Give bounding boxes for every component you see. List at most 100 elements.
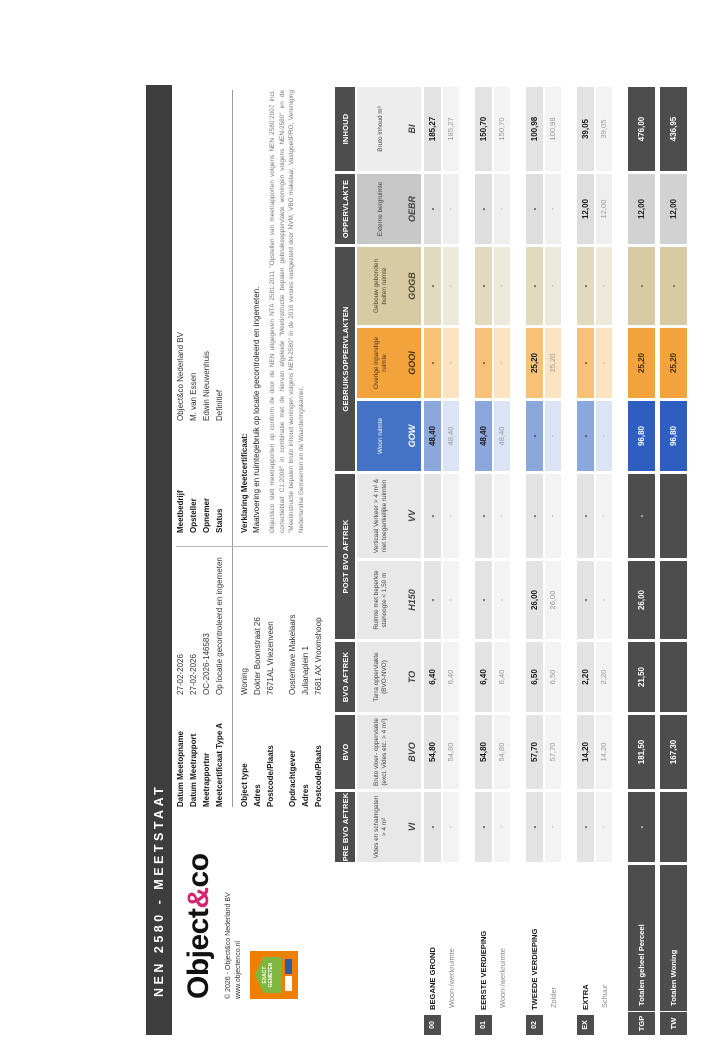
badge-partner-logos xyxy=(285,959,292,991)
col-desc-bi: Bruto inhoud m³ BI xyxy=(357,87,421,171)
space-name: Schuur xyxy=(599,984,609,1008)
certificate-statement-column: Verklaring Meetcertificaat: Maatvoering … xyxy=(240,90,306,533)
row-00-subtotal: 00 BEGANE GROND -54,80 6,40- -48,40- - -185,27 xyxy=(424,85,441,1035)
cell-02-gow: - xyxy=(526,401,543,471)
cell-00-det-vi: - xyxy=(443,792,459,862)
cell-02-det-oebr: - xyxy=(545,174,561,244)
cell-02-oebr: - xyxy=(526,174,543,244)
storey-code-badge: 01 xyxy=(475,1015,492,1035)
total-name: Totalen Woning xyxy=(669,949,678,1006)
company-meta-column: Meetbedrijf Object&co Nederland BV Opstel… xyxy=(176,332,228,533)
cell-00-vv: - xyxy=(424,474,441,558)
col-desc-text: Woon ruimte xyxy=(377,417,384,455)
col-group-gow: GEBRUIKSOPPERVLAKTEN xyxy=(335,247,355,471)
storey-name: BEGANE GROND xyxy=(428,947,437,1010)
cell-01-det-to: 6,40 xyxy=(494,642,510,712)
col-code: VI xyxy=(407,822,417,832)
row-label-spacer xyxy=(357,865,421,1035)
cell-TW-gogb: - xyxy=(660,247,687,325)
cell-01-gooi: - xyxy=(475,328,492,398)
field-label: Opnemer xyxy=(202,497,211,533)
field-label: Opsteller xyxy=(189,498,198,533)
cell-EX-det-vv: - xyxy=(596,474,612,558)
col-desc-text: Verticaal Verkeer > 4 m² & niet toeganke… xyxy=(373,478,388,554)
col-desc-text: Vides en schalmgaten > 4 m² xyxy=(373,795,388,859)
row-EX-detail: Schuur -14,20 2,20- - - - -12,00 39,05 xyxy=(596,85,612,1035)
col-desc-vi: Vides en schalmgaten > 4 m² VI xyxy=(357,792,421,862)
col-desc-text: Tarra oppervlakte (BVO-NVO) xyxy=(373,652,388,702)
cell-01-det-vv: - xyxy=(494,474,510,558)
col-code: VV xyxy=(407,510,417,523)
field-label: Meetrapportnr xyxy=(202,752,211,807)
row-02-subtotal: 02 TWEEDE VERDIEPING -57,70 6,50 26,00- -25,2… xyxy=(526,85,543,1035)
cell-00-gogb: - xyxy=(424,247,441,325)
cell-EX-det-bi: 39,05 xyxy=(596,87,612,171)
partner-logo-icon xyxy=(285,976,292,991)
cell-EX-det-to: 2,20 xyxy=(596,642,612,712)
cell-00-det-gooi: - xyxy=(443,328,459,398)
col-desc-text: Externe bergruimte xyxy=(377,181,384,237)
storey-name: TWEEDE VERDIEPING xyxy=(530,928,539,1010)
cell-02-vi: - xyxy=(526,792,543,862)
col-desc-gooi: Overige inpandige ruimte GOOI xyxy=(357,328,421,398)
col-desc-bvo: Bruto vloer- oppervlakte (excl. Vides et… xyxy=(357,715,421,789)
cell-EX-h150: - xyxy=(577,561,594,639)
cell-EX-det-gow: - xyxy=(596,401,612,471)
cell-01-vi: - xyxy=(475,792,492,862)
storey-code-badge: EX xyxy=(577,1015,594,1035)
cell-00-gow: 48,40 xyxy=(424,401,441,471)
cell-EX-gooi: - xyxy=(577,328,594,398)
col-desc-vv: Verticaal Verkeer > 4 m² & niet toeganke… xyxy=(357,474,421,558)
column-description-row: Vides en schalmgaten > 4 m² VI Bruto vloer… xyxy=(357,85,421,1035)
measurement-table: PRE BVO AFTREK BVO BVO AFTREK POST BVO AFTR… xyxy=(335,85,692,1035)
field-label: Adres xyxy=(253,784,262,807)
cell-00-det-gogb: - xyxy=(443,247,459,325)
cell-00-det-bi: 185,27 xyxy=(443,87,459,171)
total-label-TGP: TGP Totalen geheel Perceel xyxy=(628,865,655,1035)
cell-02-to: 6,50 xyxy=(526,642,543,712)
column-divider xyxy=(176,546,328,547)
row-00-detail: Woon-/werkruimte -54,80 6,40- -48,40- - -185,… xyxy=(443,85,459,1035)
badge-text: GEMETEN xyxy=(267,962,274,988)
field-value: Oosterhave Makelaars xyxy=(288,614,297,695)
cell-EX-det-gogb: - xyxy=(596,247,612,325)
cell-02-det-to: 6,50 xyxy=(545,642,561,712)
cell-TGP-oebr: 12,00 xyxy=(628,174,655,244)
field-label: Adres xyxy=(301,784,310,807)
objectco-logo: Object&co xyxy=(182,853,216,999)
cell-01-det-gogb: - xyxy=(494,247,510,325)
field-label: Meetcertificaat Type A xyxy=(215,722,224,807)
house-icon: EXACT GEMETEN xyxy=(255,957,282,993)
cell-01-det-bvo: 54,80 xyxy=(494,715,510,789)
row-EX-subtotal: EX EXTRA -14,20 2,20- - - - -12,00 39,05 xyxy=(577,85,594,1035)
cell-TW-gow: 96,80 xyxy=(660,401,687,471)
exact-gemeten-badge: EXACT GEMETEN xyxy=(250,951,298,999)
cell-TGP-vv: - xyxy=(628,474,655,558)
field-value: M. van Essen xyxy=(189,372,198,421)
cell-EX-gow: - xyxy=(577,401,594,471)
cell-02-vv: - xyxy=(526,474,543,558)
cell-01-gow: 48,40 xyxy=(475,401,492,471)
cell-TW-h150 xyxy=(660,561,687,639)
cell-00-det-gow: 48,40 xyxy=(443,401,459,471)
cell-02-gogb: - xyxy=(526,247,543,325)
header-divider xyxy=(232,90,233,807)
field-value: Object&co Nederland BV xyxy=(176,332,185,421)
cell-00-oebr: - xyxy=(424,174,441,244)
cell-02-det-gogb: - xyxy=(545,247,561,325)
space-label-00: Woon-/werkruimte xyxy=(443,865,459,1035)
col-desc-text: Bruto inhoud m³ xyxy=(377,106,384,152)
space-name: Woon-/werkruimte xyxy=(446,948,456,1008)
field-value: 27-02-2026 xyxy=(189,654,198,695)
cell-EX-det-gooi: - xyxy=(596,328,612,398)
cell-01-det-bi: 150,70 xyxy=(494,87,510,171)
storey-code-badge: 02 xyxy=(526,1015,543,1035)
cell-TGP-bi: 476,00 xyxy=(628,87,655,171)
col-desc-to: Tarra oppervlakte (BVO-NVO) TO xyxy=(357,642,421,712)
cell-01-det-h150: - xyxy=(494,561,510,639)
cell-02-det-h150: 26,00 xyxy=(545,561,561,639)
field-label: Status xyxy=(215,508,224,533)
col-code: BVO xyxy=(407,742,417,762)
cell-EX-vv: - xyxy=(577,474,594,558)
field-value: Edwin Nieuwenhuis xyxy=(202,351,211,421)
